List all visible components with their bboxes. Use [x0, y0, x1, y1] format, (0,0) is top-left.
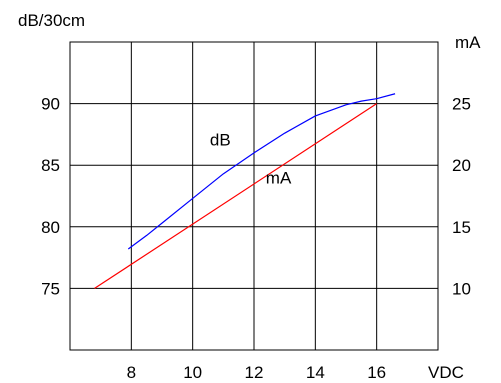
y-left-tick-label-85: 85 [41, 156, 60, 175]
x-tick-label-16: 16 [367, 363, 386, 382]
y-right-tick-label-10: 10 [452, 279, 471, 298]
y-left-tick-label-90: 90 [41, 95, 60, 114]
series-layer [94, 93, 396, 289]
series-annotation-mA: mA [266, 169, 292, 188]
y-axis-right-title: mA [455, 33, 481, 52]
series-annotation-dB: dB [210, 130, 231, 149]
label-layer: 8 10 12 14 16 75 80 85 90 10 15 20 25 dB/30cm mA VDC dB m… [18, 11, 481, 382]
x-tick-label-14: 14 [306, 363, 325, 382]
x-tick-label-10: 10 [183, 363, 202, 382]
y-right-tick-label-15: 15 [452, 218, 471, 237]
y-axis-left-title: dB/30cm [18, 11, 85, 30]
series-line-mA [94, 103, 377, 289]
x-tick-label-8: 8 [127, 363, 136, 382]
x-tick-label-12: 12 [245, 363, 264, 382]
series-line-dB [127, 93, 396, 250]
y-right-tick-label-25: 25 [452, 95, 471, 114]
x-axis-title: VDC [428, 363, 464, 382]
y-left-tick-label-80: 80 [41, 218, 60, 237]
y-left-tick-label-75: 75 [41, 279, 60, 298]
y-right-tick-label-20: 20 [452, 156, 471, 175]
grid-layer [69, 41, 439, 351]
